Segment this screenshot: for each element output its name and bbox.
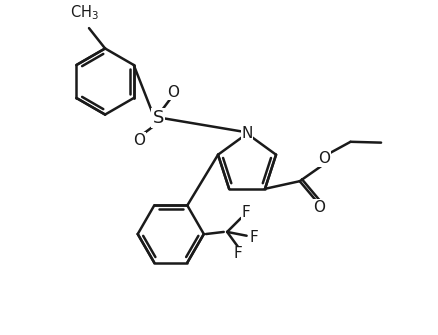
Text: CH$_3$: CH$_3$	[70, 3, 99, 22]
Text: S: S	[152, 109, 163, 127]
Text: N: N	[241, 126, 252, 141]
Text: F: F	[233, 247, 241, 261]
Text: F: F	[248, 229, 257, 245]
Text: O: O	[133, 133, 145, 148]
Text: O: O	[166, 85, 179, 99]
Text: F: F	[241, 205, 250, 220]
Text: O: O	[312, 200, 325, 215]
Text: O: O	[317, 151, 329, 166]
